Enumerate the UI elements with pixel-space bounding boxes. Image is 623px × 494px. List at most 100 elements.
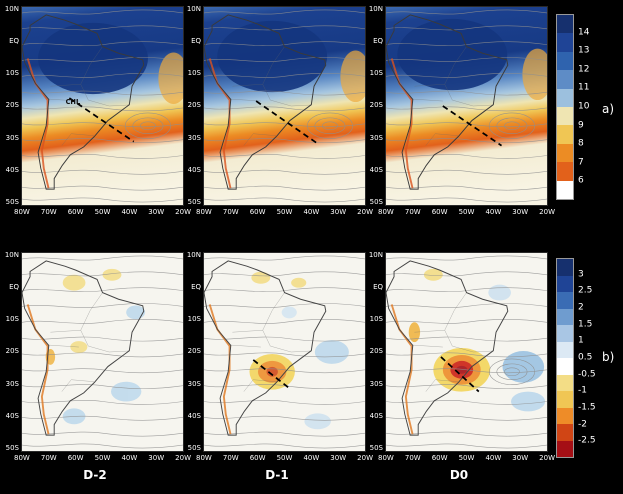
map-panel-b-d0: 10N EQ 10S 20S 30S 40S 50S bbox=[369, 252, 555, 464]
axis-tick-label: 30W bbox=[148, 454, 165, 462]
row-b-panels: 10N EQ 10S 20S 30S 40S 50S bbox=[4, 251, 555, 464]
dashed-front-line bbox=[68, 97, 135, 143]
axis-tick-label: 20S bbox=[369, 101, 383, 110]
axis-tick-label: 40S bbox=[187, 411, 201, 420]
colorbar-cell bbox=[557, 292, 573, 309]
lat-axis: 10N EQ 10S 20S 30S 40S 50S bbox=[4, 5, 21, 206]
axis-tick-label: 50W bbox=[94, 454, 111, 462]
axis-tick-label: 80W bbox=[196, 454, 212, 462]
axis-tick-label: 30W bbox=[512, 208, 529, 216]
column-label-d1: D-1 bbox=[265, 468, 289, 482]
colorbar-cell bbox=[557, 15, 573, 34]
lon-axis: 80W 70W 60W 50W 40W 30W 20W bbox=[378, 452, 555, 464]
axis-tick-label: 70W bbox=[40, 454, 57, 462]
axis-tick-label: 50S bbox=[5, 443, 19, 452]
colorbar-cell bbox=[557, 70, 573, 89]
axis-tick-label: EQ bbox=[191, 37, 201, 46]
colorbar-a: 14 13 12 11 10 9 8 7 6 bbox=[556, 14, 589, 200]
map-a-d0 bbox=[385, 6, 548, 206]
dashed-front-line bbox=[442, 105, 503, 147]
axis-tick-label: 10S bbox=[5, 69, 19, 78]
colorbar-tick-label: 6 bbox=[578, 175, 584, 186]
colorbar-tick-label: 11 bbox=[578, 82, 590, 93]
axis-tick-label: EQ bbox=[373, 37, 383, 46]
axis-tick-label: 30S bbox=[369, 133, 383, 142]
colorbar-cell bbox=[557, 374, 573, 391]
axis-tick-label: 50W bbox=[276, 454, 293, 462]
axis-tick-label: 40S bbox=[187, 165, 201, 174]
lon-axis: 80W 70W 60W 50W 40W 30W 20W bbox=[196, 452, 373, 464]
axis-tick-label: 20S bbox=[5, 101, 19, 110]
axis-tick-label: 80W bbox=[14, 208, 30, 216]
map-svg: CHL bbox=[22, 7, 183, 205]
map-b-d2 bbox=[21, 252, 184, 452]
axis-tick-label: 70W bbox=[222, 454, 239, 462]
lat-axis: 10N EQ 10S 20S 30S 40S 50S bbox=[4, 251, 21, 452]
axis-tick-label: 10N bbox=[4, 5, 19, 13]
colorbar-cell bbox=[557, 391, 573, 408]
colorbar-cell bbox=[557, 33, 573, 52]
axis-tick-label: 60W bbox=[67, 208, 84, 216]
axis-tick-label: 30S bbox=[5, 379, 19, 388]
axis-tick-label: 10N bbox=[4, 251, 19, 259]
axis-tick-label: 50S bbox=[5, 197, 19, 206]
axis-tick-label: 60W bbox=[67, 454, 84, 462]
colorbar-tick-label: 9 bbox=[578, 120, 584, 131]
chl-annotation: CHL bbox=[66, 98, 81, 106]
axis-tick-label: 30S bbox=[5, 133, 19, 142]
axis-tick-label: EQ bbox=[9, 37, 19, 46]
axis-tick-label: 20W bbox=[539, 208, 555, 216]
map-panel-b-d2: 10N EQ 10S 20S 30S 40S 50S bbox=[4, 251, 191, 464]
axis-tick-label: 40W bbox=[303, 454, 320, 462]
axis-tick-label: 10S bbox=[369, 69, 383, 78]
map-a-d1 bbox=[203, 6, 366, 206]
colorbar-tick-label: -0.5 bbox=[578, 369, 596, 380]
map-b-d1 bbox=[203, 252, 366, 452]
colorbar-tick-label: 0.5 bbox=[578, 352, 593, 363]
colorbar-cell bbox=[557, 308, 573, 325]
dashed-front-line bbox=[440, 356, 480, 393]
colorbar-tick-label: 1 bbox=[578, 335, 584, 346]
axis-tick-label: 30W bbox=[330, 208, 347, 216]
map-panel-a-d1: 10N EQ 10S 20S 30S 40S 50S 80W 70W 60W 50W 40W 30W 2… bbox=[187, 6, 373, 218]
colorbar-cell bbox=[557, 125, 573, 144]
colorbar-tick-label: 8 bbox=[578, 138, 584, 149]
colorbar-cell bbox=[557, 440, 573, 457]
colorbar-tick-label: 2.5 bbox=[578, 285, 593, 296]
axis-tick-label: 50W bbox=[276, 208, 293, 216]
colorbar-cell bbox=[557, 341, 573, 358]
column-labels: D-2 D-1 D0 bbox=[6, 468, 548, 482]
axis-tick-label: 80W bbox=[14, 454, 30, 462]
axis-tick-label: 40S bbox=[369, 165, 383, 174]
axis-tick-label: 20W bbox=[357, 208, 373, 216]
map-svg bbox=[204, 7, 365, 205]
map-panel-a-d0: 10N EQ 10S 20S 30S 40S 50S 80W 70W 60W 50W 40W 30W 2… bbox=[368, 5, 555, 218]
axis-tick-label: 30W bbox=[512, 454, 529, 462]
axis-tick-label: 40W bbox=[121, 208, 138, 216]
colorbar-cell bbox=[557, 51, 573, 71]
axis-tick-label: 60W bbox=[249, 208, 266, 216]
map-panel-a-d2: 10N EQ 10S 20S 30S 40S 50S CHL 80W 70W 60W 50W 40W… bbox=[4, 5, 191, 218]
axis-tick-label: 50S bbox=[369, 197, 383, 206]
axis-tick-label: 80W bbox=[378, 454, 394, 462]
colorbar-cell bbox=[557, 424, 573, 441]
lat-axis: 10N EQ 10S 20S 30S 40S 50S bbox=[369, 252, 385, 452]
axis-tick-label: 40W bbox=[121, 454, 138, 462]
colorbar-cell bbox=[557, 180, 573, 200]
row-a-label: a) bbox=[602, 102, 615, 116]
colorbar-tick-label: -1.5 bbox=[578, 402, 596, 413]
axis-tick-label: 10S bbox=[369, 315, 383, 324]
colorbar-tick-label: -1 bbox=[578, 385, 587, 396]
map-svg bbox=[22, 253, 183, 451]
map-svg bbox=[386, 253, 547, 451]
lon-axis: 80W 70W 60W 50W 40W 30W 20W bbox=[14, 206, 191, 218]
axis-tick-label: 40S bbox=[5, 411, 19, 420]
axis-tick-label: 30W bbox=[330, 454, 347, 462]
colorbar-b: 3 2.5 2 1.5 1 0.5 -0.5 -1 -1.5 -2 -2.5 bbox=[556, 258, 596, 458]
axis-tick-label: 10N bbox=[368, 5, 383, 13]
column-label-d2: D-2 bbox=[83, 468, 107, 482]
colorbar-tick-label: 12 bbox=[578, 64, 590, 75]
axis-tick-label: 10S bbox=[187, 315, 201, 324]
axis-tick-label: 50W bbox=[458, 454, 475, 462]
